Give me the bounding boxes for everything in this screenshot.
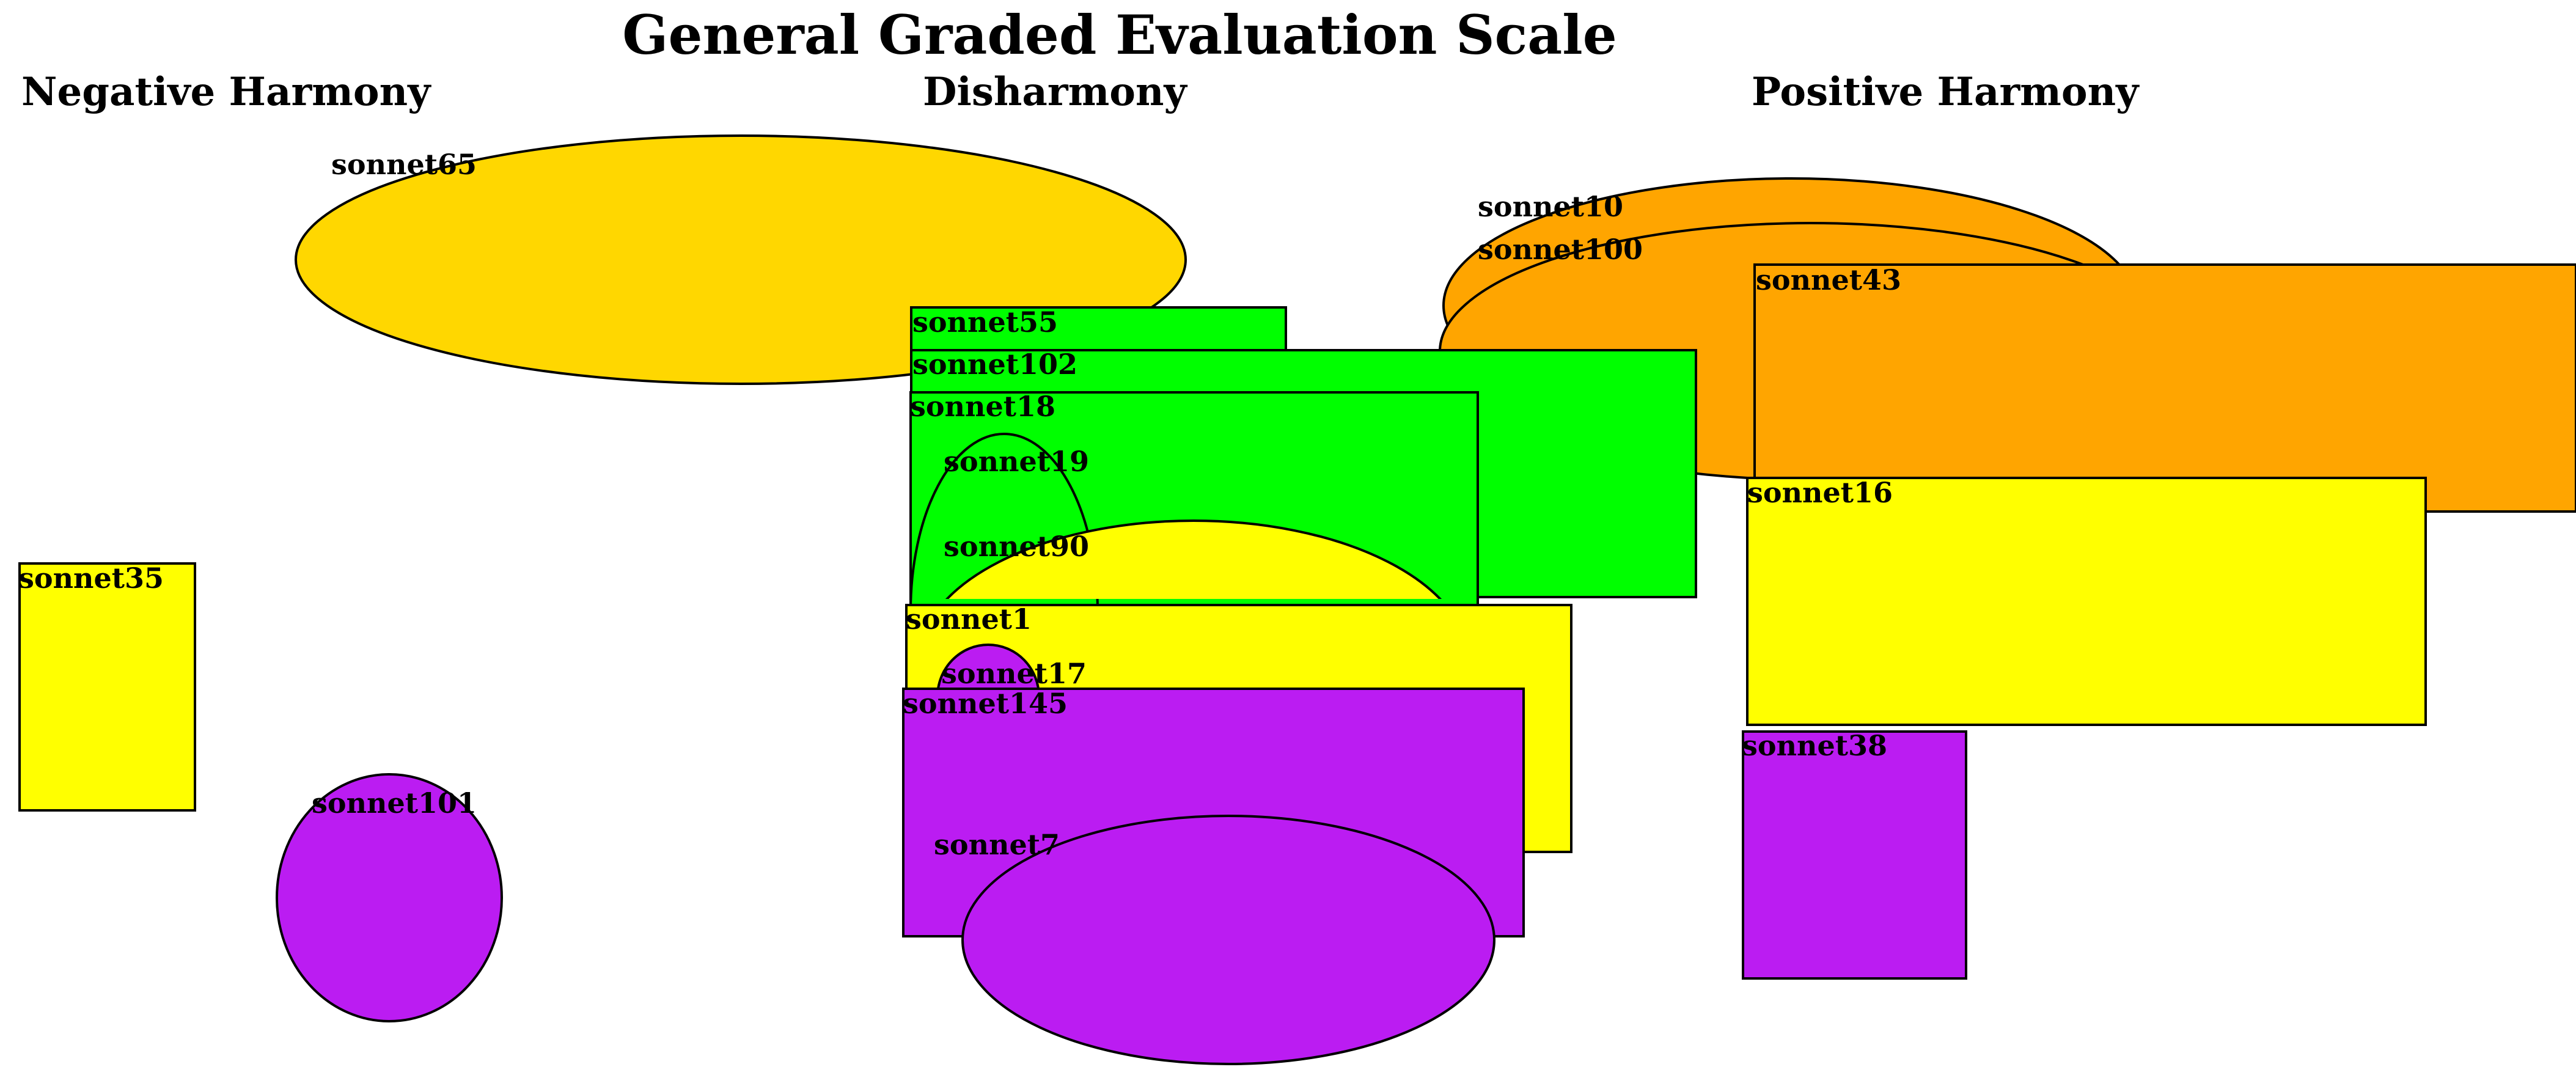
sonnet101-shape [276, 773, 503, 1022]
sonnet90-shape [945, 519, 1442, 599]
sonnet19-label: sonnet19 [944, 445, 1089, 478]
sonnet16-shape [1746, 477, 2427, 726]
sonnet17-shape [937, 644, 1040, 688]
sonnet90-label: sonnet90 [944, 530, 1089, 563]
sonnet10-label: sonnet10 [1478, 190, 1623, 223]
sonnet38-shape [1742, 730, 1967, 980]
sonnet101-label: sonnet101 [312, 787, 477, 820]
sonnet43-label: sonnet43 [1756, 263, 1901, 296]
sonnet16-label: sonnet16 [1747, 476, 1893, 509]
sonnet35-label: sonnet35 [18, 562, 164, 595]
page-title: General Graded Evaluation Scale [622, 3, 1616, 67]
sonnet38-label: sonnet38 [1742, 729, 1887, 762]
sonnet43-shape [1753, 263, 2576, 513]
sonnet100-label: sonnet100 [1478, 233, 1643, 266]
sonnet102-label: sonnet102 [912, 348, 1077, 381]
sonnet145-label: sonnet145 [903, 687, 1068, 720]
sonnet7-shape [961, 815, 1495, 1065]
sonnet35-shape [18, 562, 196, 812]
sonnet18-label: sonnet18 [910, 390, 1055, 423]
sonnet17-label: sonnet17 [941, 657, 1087, 690]
header-positive-harmony: Positive Harmony [1752, 69, 2140, 115]
header-negative-harmony: Negative Harmony [21, 69, 431, 115]
sonnet7-label: sonnet7 [934, 828, 1060, 861]
sonnet1-label: sonnet1 [906, 603, 1032, 636]
sonnet55-label: sonnet55 [912, 306, 1058, 339]
sonnet65-label: sonnet65 [331, 148, 477, 181]
header-disharmony: Disharmony [923, 69, 1188, 115]
